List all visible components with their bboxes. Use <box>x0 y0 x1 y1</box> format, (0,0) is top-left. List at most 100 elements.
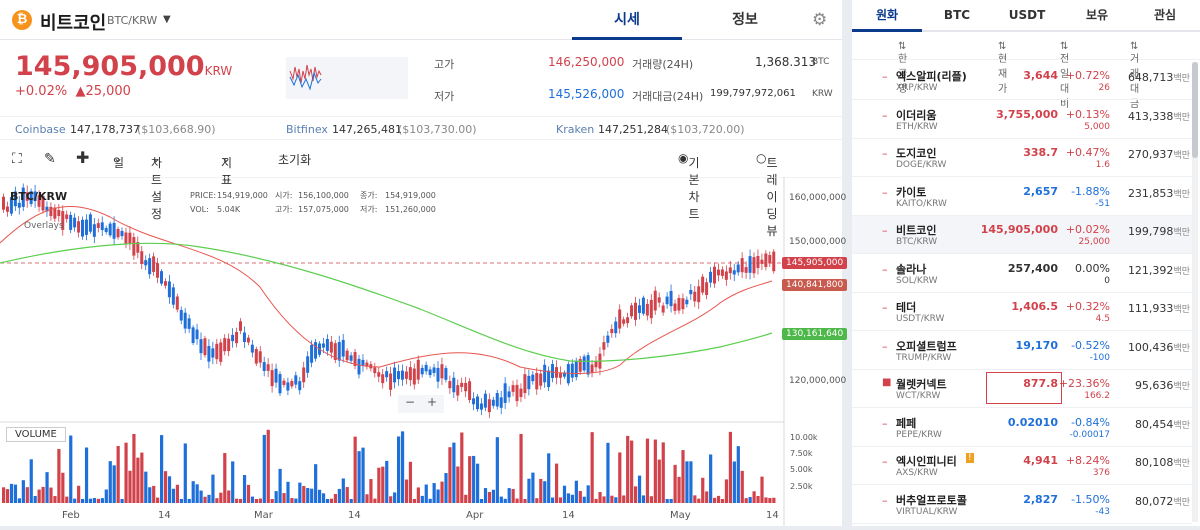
coin-price: 3,644 <box>1023 69 1058 82</box>
volume-bar <box>705 491 709 503</box>
coin-change-amt: 376 <box>1092 468 1110 478</box>
chart-pair-label: BTC/KRW <box>10 190 68 203</box>
coin-header: ₿ 비트코인 BTC/KRW ▼ 시세 정보 ⚙ <box>0 0 842 40</box>
candle <box>448 381 452 389</box>
volume-bar <box>555 463 559 503</box>
coin-volume: 648,713백만 <box>1127 71 1190 84</box>
volume-bar <box>136 457 140 503</box>
exchange-name: Bitfinex <box>286 123 328 136</box>
volume-bar <box>294 498 298 503</box>
coin-name: 버추얼프로토콜 <box>896 493 967 507</box>
market-row[interactable]: – 페페 PEPE/KRW 0.02010 -0.84% -0.00017 80,454백만 <box>852 409 1192 447</box>
tradingview-radio[interactable]: ○ 트레이딩뷰 <box>756 151 778 238</box>
volume-bar <box>416 487 420 503</box>
low-value: 145,526,000 <box>548 87 625 101</box>
volume-bar <box>562 485 567 503</box>
tab-quote[interactable]: 시세 <box>572 0 682 40</box>
coin-price: 257,400 <box>1007 261 1058 275</box>
volume-bar <box>49 487 53 503</box>
volume-bar <box>207 494 211 503</box>
volume-bar <box>713 497 717 503</box>
fullscreen-icon[interactable]: ⛶ <box>12 151 22 167</box>
market-row[interactable]: – 카이토 KAITO/KRW 2,657 -1.88% -51 231,853백만 <box>852 178 1192 216</box>
candle <box>665 296 669 305</box>
coin-change-amt: 5,000 <box>1084 121 1110 132</box>
zoom-out-button[interactable]: − <box>405 395 416 409</box>
candle <box>2 196 5 210</box>
coin-change-amt: 25,000 <box>1078 237 1111 247</box>
pencil-icon[interactable]: ✎ <box>44 151 56 167</box>
volume-bar <box>448 447 452 503</box>
col-name[interactable]: 한글명 ⇅ <box>898 41 908 95</box>
zoom-in-button[interactable]: + <box>427 395 438 409</box>
price-chart[interactable]: BTC/KRW Overlays PRICE: 154,919,000 VOL: 5… <box>0 176 848 526</box>
tab-krw[interactable]: 원화 <box>852 0 922 32</box>
candle <box>657 297 661 303</box>
candle <box>618 309 622 329</box>
candle <box>519 388 523 397</box>
coin-symbol: TRUMP/KRW <box>896 352 952 363</box>
col-price[interactable]: 현재가 ⇅ <box>998 41 1008 95</box>
market-row[interactable]: – 엑스알피(리플) XRP/KRW 3,644 +0.72% 26 648,713백만 <box>852 62 1192 100</box>
candle <box>586 355 590 375</box>
x-tick: Feb <box>62 510 80 521</box>
market-row[interactable]: ■ 월렛커넥트 WCT/KRW 877.8 +23.36% 166.2 95,636백만 <box>852 370 1192 408</box>
market-row[interactable]: – 테더 USDT/KRW 1,406.5 +0.32% 4.5 111,933백만 <box>852 293 1192 331</box>
tab-btc[interactable]: BTC <box>943 8 971 22</box>
basic-chart-radio[interactable]: ◉ 기본차트 <box>678 151 700 221</box>
warning-icon: ! <box>966 453 974 463</box>
price-tag-ma-long: 130,161,640 <box>782 328 848 340</box>
mini-chart <box>286 57 408 99</box>
volume-bar <box>270 498 274 503</box>
col-change[interactable]: 전일대비 ⇅ <box>1060 41 1070 110</box>
coin-dropdown-icon[interactable]: ▼ <box>163 14 171 25</box>
market-row[interactable]: – 비트코인 BTC/KRW 145,905,000 +0.02% 25,000 199,7… <box>852 216 1192 254</box>
indicator-menu[interactable]: 지표 ⌄ <box>221 151 233 187</box>
gear-icon[interactable]: ⚙ <box>812 10 828 30</box>
coin-symbol: KAITO/KRW <box>896 198 947 209</box>
y-tick: 120,000,000 <box>789 376 847 386</box>
period-select[interactable]: 일 ⌄ <box>113 151 125 170</box>
volume-bar <box>531 472 535 503</box>
price-change: +0.02% ▲25,000 <box>15 84 131 99</box>
tab-favorites[interactable]: 관심 <box>1153 8 1177 22</box>
col-volume[interactable]: 거래대금 ⇅ <box>1130 41 1140 110</box>
candle <box>278 374 282 394</box>
reset-button[interactable]: 초기화 <box>278 153 312 167</box>
volume-bar <box>156 497 160 503</box>
price-tag-current: 145,905,000 <box>782 257 848 269</box>
tab-info[interactable]: 정보 <box>732 12 758 28</box>
market-row[interactable]: – 엑시인피니티! AXS/KRW 4,941 +8.24% 376 80,108백만 <box>852 447 1192 485</box>
candle <box>582 356 586 371</box>
scrollbar-thumb[interactable] <box>1192 62 1198 158</box>
candle <box>689 289 693 295</box>
amount-label: 거래대금(24H) <box>632 90 704 103</box>
crosshair-icon[interactable]: ✚ <box>76 148 90 167</box>
chart-settings-menu[interactable]: 차트설정 ⌄ <box>151 151 163 221</box>
market-row[interactable]: – 솔라나 SOL/KRW 257,400 0.00% 0 121,392백만 <box>852 255 1192 293</box>
volume-bar <box>203 496 207 503</box>
scrollbar[interactable] <box>1192 62 1198 522</box>
coin-name: 오피셜트럼프 <box>896 339 957 353</box>
volume-bar <box>483 488 488 503</box>
candle <box>527 375 531 390</box>
candle <box>258 351 262 363</box>
market-row[interactable]: – 버추얼프로토콜 VIRTUAL/KRW 2,827 -1.50% -43 80,072백… <box>852 486 1192 524</box>
price-highlight-box <box>986 372 1062 404</box>
x-tick: 14 <box>348 510 361 521</box>
volume-bar <box>132 433 136 503</box>
tab-holdings[interactable]: 보유 <box>1085 8 1109 22</box>
tab-usdt[interactable]: USDT <box>1008 8 1046 22</box>
chart-canvas[interactable] <box>0 176 842 526</box>
candle <box>709 271 713 283</box>
coin-change-pct: -0.52% <box>1071 338 1110 352</box>
volume-bar <box>709 454 713 503</box>
volume-bar <box>100 498 104 503</box>
candle <box>92 224 96 237</box>
candle <box>9 197 13 214</box>
candle <box>716 269 720 276</box>
market-row[interactable]: – 도지코인 DOGE/KRW 338.7 +0.47% 1.6 270,937백만 <box>852 139 1192 177</box>
market-row[interactable]: – 오피셜트럼프 TRUMP/KRW 19,170 -0.52% -100 100,436백… <box>852 332 1192 370</box>
market-row[interactable]: – 이더리움 ETH/KRW 3,755,000 +0.13% 5,000 413,338백… <box>852 101 1192 139</box>
volume-bar <box>81 498 85 503</box>
